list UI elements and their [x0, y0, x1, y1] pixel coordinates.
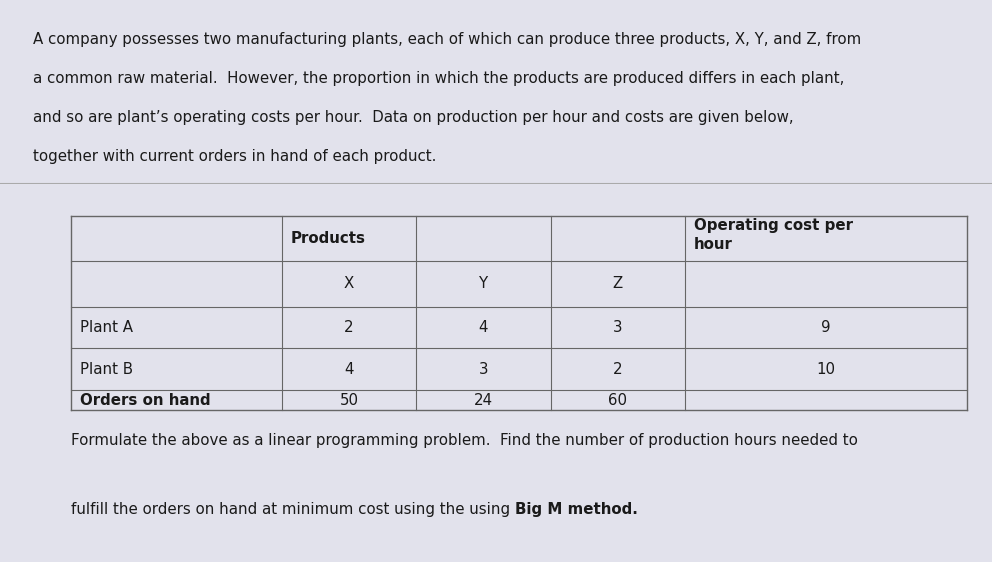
Text: a common raw material.  However, the proportion in which the products are produc: a common raw material. However, the prop… — [33, 71, 844, 86]
Text: X: X — [344, 277, 354, 291]
Text: together with current orders in hand of each product.: together with current orders in hand of … — [33, 149, 436, 164]
Text: 10: 10 — [816, 361, 835, 377]
Text: 60: 60 — [608, 393, 627, 407]
Text: and so are plant’s operating costs per hour.  Data on production per hour and co: and so are plant’s operating costs per h… — [33, 110, 794, 125]
Text: Z: Z — [613, 277, 623, 291]
Text: 4: 4 — [479, 320, 488, 335]
Text: fulfill the orders on hand at minimum cost using the using: fulfill the orders on hand at minimum co… — [71, 502, 515, 518]
Text: Operating cost per
hour: Operating cost per hour — [694, 217, 853, 252]
Text: 9: 9 — [821, 320, 831, 335]
Text: Plant A: Plant A — [80, 320, 133, 335]
Text: 3: 3 — [613, 320, 623, 335]
Text: Orders on hand: Orders on hand — [80, 393, 211, 407]
Text: 2: 2 — [344, 320, 354, 335]
Text: A company possesses two manufacturing plants, each of which can produce three pr: A company possesses two manufacturing pl… — [33, 32, 861, 47]
Text: Plant B: Plant B — [80, 361, 134, 377]
Text: 24: 24 — [474, 393, 493, 407]
Text: Products: Products — [291, 231, 366, 246]
Text: 4: 4 — [344, 361, 354, 377]
Text: 2: 2 — [613, 361, 623, 377]
Text: 50: 50 — [339, 393, 359, 407]
Text: Formulate the above as a linear programming problem.  Find the number of product: Formulate the above as a linear programm… — [71, 433, 858, 448]
Text: Big M method.: Big M method. — [515, 502, 638, 518]
Text: 3: 3 — [479, 361, 488, 377]
Text: Y: Y — [479, 277, 488, 291]
